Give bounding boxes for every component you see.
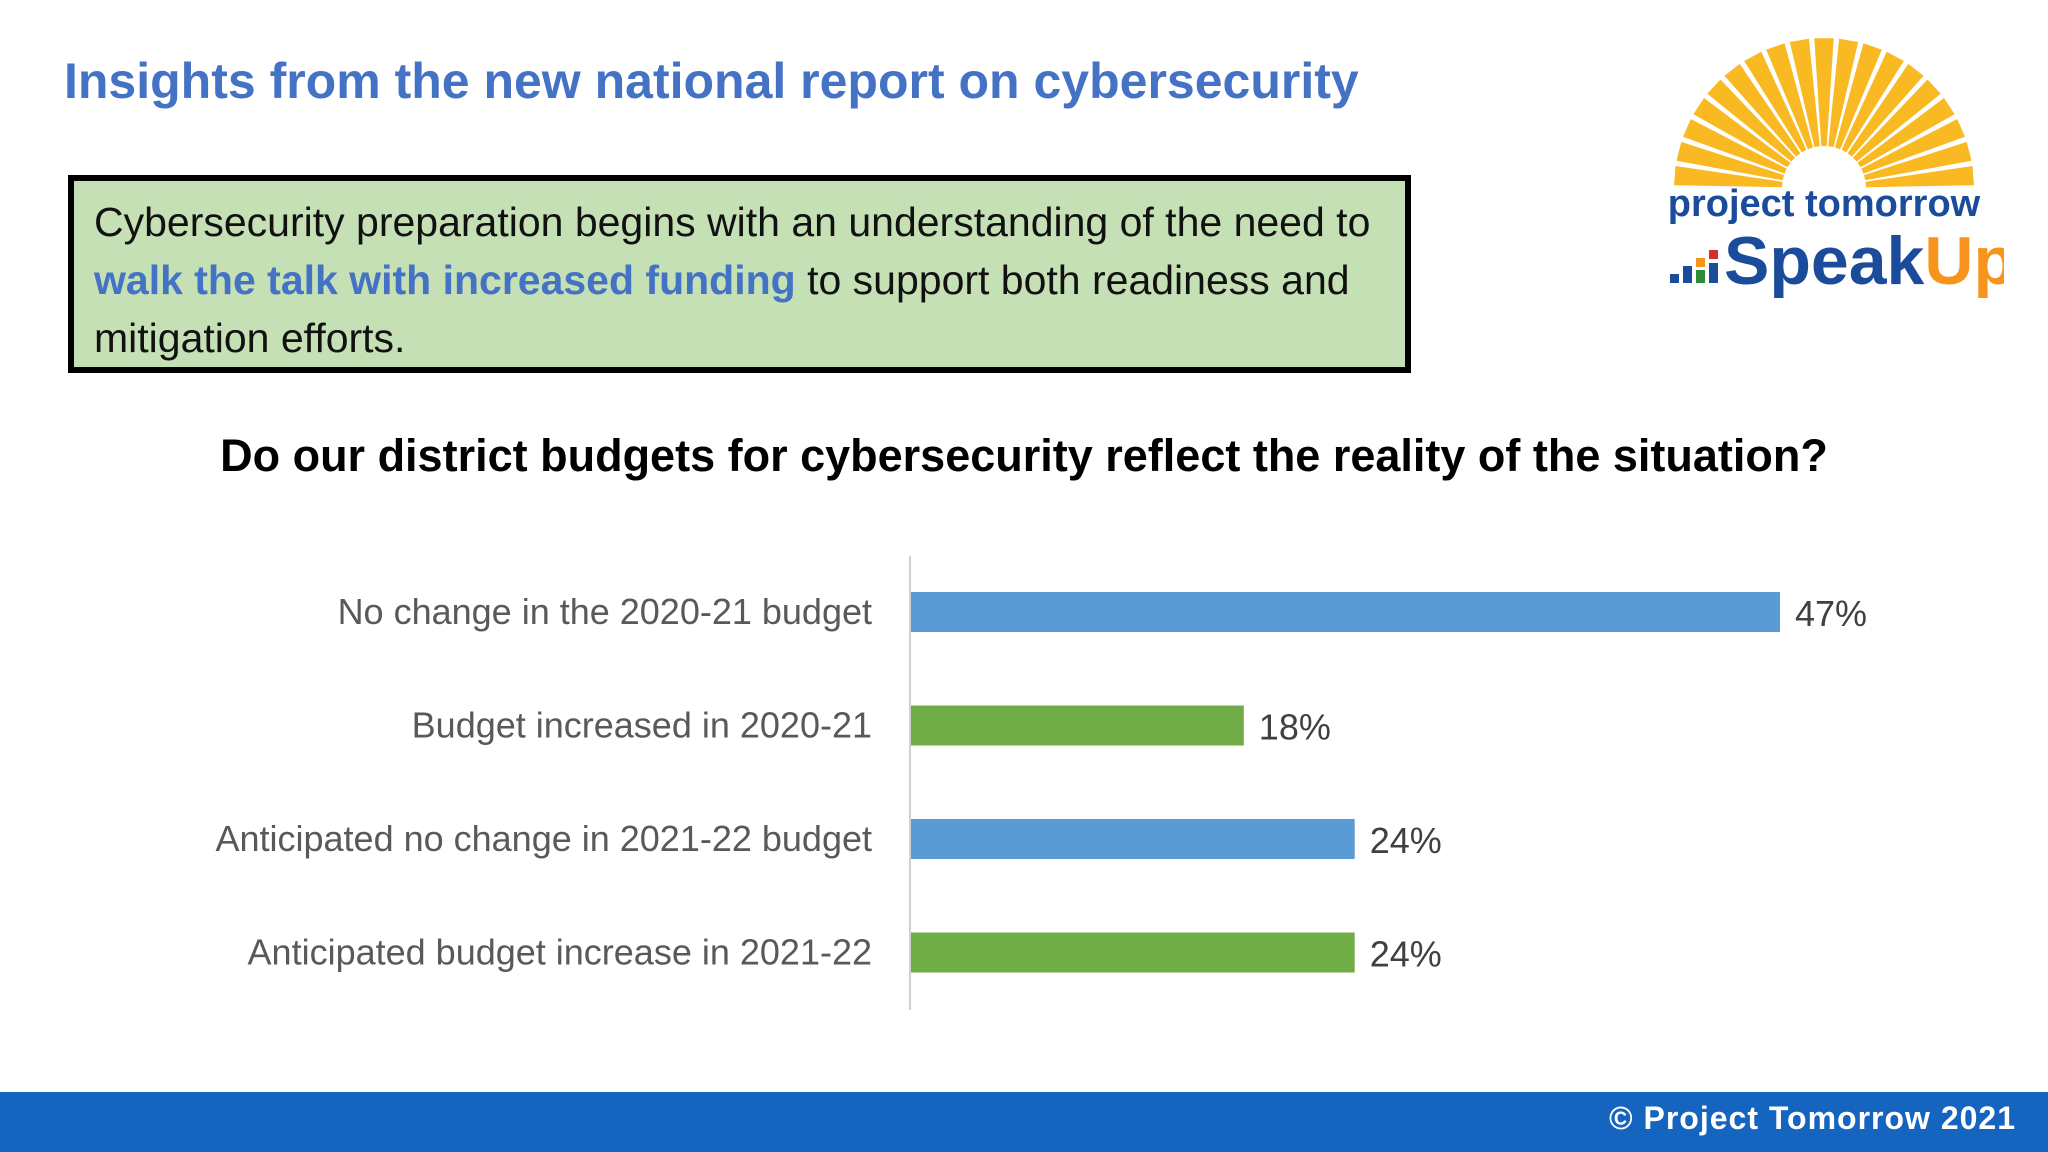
sun-ray (1693, 98, 1791, 168)
category-label: Budget increased in 2020-21 (412, 705, 872, 746)
logo-text-up: Up (1924, 223, 2004, 299)
sun-ray (1835, 43, 1882, 150)
sun-ray (1853, 79, 1941, 162)
sun-rays-icon (1674, 38, 1974, 188)
category-label: Anticipated budget increase in 2021-22 (248, 932, 872, 973)
data-label: 18% (1259, 707, 1331, 748)
footer-bar: © Project Tomorrow 2021 (0, 1092, 2048, 1152)
callout-text-end: to support both readiness and mitigation… (94, 257, 1350, 361)
bar (911, 932, 1355, 973)
project-tomorrow-speakup-logo: project tomorrow SpeakUp (1668, 38, 2004, 299)
page-title: Insights from the new national report on… (64, 53, 1359, 109)
sun-ray (1847, 63, 1924, 157)
logo-text-speak: Speak (1724, 223, 1925, 299)
data-label: 24% (1370, 820, 1442, 861)
sun-ray (1857, 98, 1955, 168)
data-label: 24% (1370, 934, 1442, 975)
sun-ray (1674, 166, 1783, 188)
sun-ray (1707, 79, 1795, 162)
sun-ray (1814, 38, 1834, 147)
sun-ray (1676, 141, 1784, 181)
sun-ray (1724, 63, 1801, 157)
bar (911, 592, 1780, 632)
category-label: Anticipated no change in 2021-22 budget (215, 818, 872, 859)
bar (911, 705, 1244, 746)
chart-title: Do our district budgets for cybersecurit… (220, 430, 1828, 481)
sun-ray (1841, 51, 1904, 153)
sun-ray (1744, 51, 1807, 153)
bar-chart: No change in the 2020-21 budget 47% Budget… (215, 556, 1867, 1010)
sun-ray (1864, 141, 1972, 181)
sun-ray (1828, 38, 1859, 148)
callout-box: Cybersecurity preparation begins with an… (68, 175, 1411, 373)
footer-copyright: © Project Tomorrow 2021 (1609, 1100, 2016, 1136)
category-label: No change in the 2020-21 budget (338, 591, 872, 632)
sun-ray (1789, 38, 1820, 148)
data-label: 47% (1795, 593, 1867, 634)
callout-text-start: Cybersecurity preparation begins with an… (94, 199, 1371, 245)
sun-ray (1861, 119, 1965, 174)
callout-highlight: walk the talk with increased funding (94, 257, 796, 303)
bar (911, 819, 1355, 859)
sun-ray (1683, 119, 1787, 174)
sun-ray (1865, 166, 1974, 188)
logo-text-project-tomorrow: project tomorrow (1668, 183, 1981, 225)
logo-squares-icon (1670, 250, 1718, 283)
sun-ray (1766, 43, 1813, 150)
logo-text-speakup: SpeakUp (1724, 223, 2004, 299)
